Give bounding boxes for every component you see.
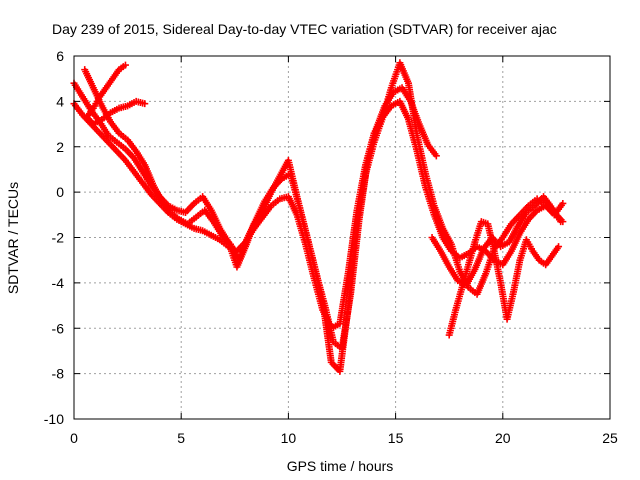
data-point bbox=[555, 243, 563, 251]
data-point bbox=[141, 100, 149, 108]
y-tick-label: 6 bbox=[56, 48, 64, 64]
y-axis-label: SDTVAR / TECUs bbox=[5, 182, 21, 294]
y-tick-label: 4 bbox=[56, 93, 64, 109]
y-tick-label: -10 bbox=[44, 411, 64, 427]
data-point bbox=[432, 152, 440, 160]
data-points bbox=[70, 59, 567, 375]
x-tick-label: 10 bbox=[281, 430, 297, 446]
y-tick-label: -4 bbox=[52, 275, 65, 291]
data-series bbox=[83, 61, 149, 128]
data-series bbox=[428, 193, 565, 289]
y-tick-label: -6 bbox=[52, 320, 65, 336]
x-tick-label: 15 bbox=[388, 430, 404, 446]
y-tick-label: -2 bbox=[52, 230, 65, 246]
x-axis-label: GPS time / hours bbox=[287, 458, 394, 474]
y-tick-label: -8 bbox=[52, 366, 65, 382]
axes: 0 5 10 15 20 25 -10 -8 -6 -4 -2 0 2 4 6 bbox=[44, 48, 618, 446]
x-tick-label: 20 bbox=[495, 430, 511, 446]
y-tick-label: 2 bbox=[56, 139, 64, 155]
data-series bbox=[81, 66, 440, 353]
y-tick-label: 0 bbox=[56, 184, 64, 200]
data-point bbox=[557, 218, 565, 226]
chart-title: Day 239 of 2015, Sidereal Day-to-day VTE… bbox=[52, 21, 557, 37]
x-tick-label: 0 bbox=[70, 430, 78, 446]
x-tick-label: 25 bbox=[602, 430, 618, 446]
data-point bbox=[559, 199, 567, 207]
x-tick-label: 5 bbox=[177, 430, 185, 446]
